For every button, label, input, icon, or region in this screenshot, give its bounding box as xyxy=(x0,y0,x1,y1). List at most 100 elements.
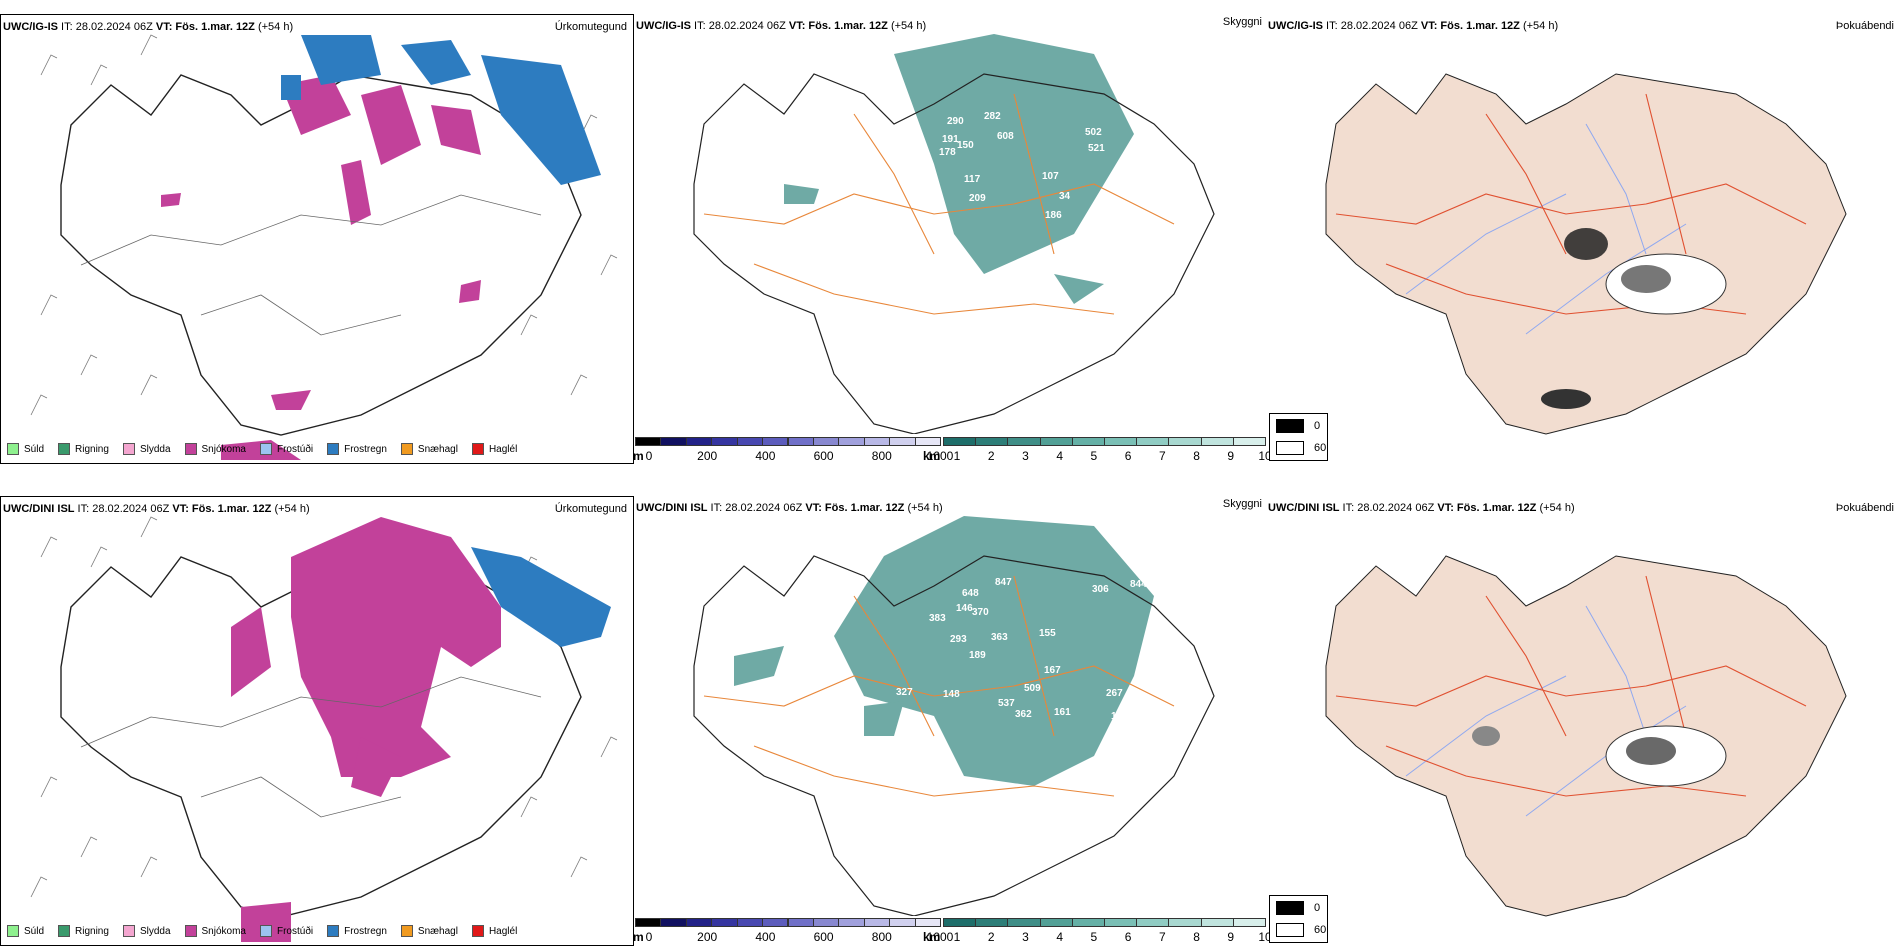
visibility-label: 150 xyxy=(957,140,974,151)
colorbar-tick-label: 200 xyxy=(697,930,718,944)
precip-legend: Súld Rigning Slydda Snjókoma Frostúði Fr… xyxy=(7,441,517,457)
visibility-label: 34 xyxy=(1059,191,1071,202)
fog-panel-top: UWC/IG-IS IT: 28.02.2024 06Z VT: Fös. 1.… xyxy=(1266,14,1900,464)
colorbar-tick-label: 7 xyxy=(1158,449,1166,463)
legend-swatch xyxy=(327,443,340,455)
visibility-label: 292 xyxy=(938,378,955,389)
colorbar-tick-label: 8 xyxy=(1193,449,1200,463)
colorbar-segment xyxy=(660,918,687,927)
colorbar-segment xyxy=(736,437,764,446)
freezing-rain-areas xyxy=(281,35,601,185)
panel-header: UWC/IG-IS IT: 28.02.2024 06Z VT: Fös. 1.… xyxy=(1268,20,1894,32)
visibility-label: 282 xyxy=(984,111,1001,122)
visibility-label: 186 xyxy=(1045,210,1062,221)
visibility-label: 367 xyxy=(1016,262,1033,273)
colorbar-tick-label: 5 xyxy=(1090,930,1098,944)
panel-header: UWC/DINI ISL IT: 28.02.2024 06Z VT: Fös.… xyxy=(1268,502,1894,514)
visibility-label: 117 xyxy=(964,174,981,185)
colorbar-tick-label: 2 xyxy=(987,930,995,944)
field-name: Þokuábendi xyxy=(1835,20,1894,32)
visibility-label: 293 xyxy=(950,634,967,645)
visibility-label: 229 xyxy=(1179,612,1196,623)
legend-item: Snæhagl xyxy=(400,925,458,937)
fog-legend-swatch xyxy=(1276,419,1304,433)
colorbar-segment xyxy=(685,437,713,446)
colorbar-tick-label: 1 xyxy=(953,930,961,944)
legend-swatch xyxy=(471,443,484,455)
colorbar-segment xyxy=(711,437,738,446)
colorbar-segment xyxy=(1232,437,1266,446)
colorbar-segment xyxy=(1136,437,1170,446)
colorbar-segment xyxy=(812,437,840,446)
legend-item: Haglél xyxy=(471,443,517,455)
ceiling-colorbar-bottom: m 0 200 400 600 800 1000 xyxy=(633,918,953,944)
visibility-map xyxy=(693,516,1215,916)
legend-swatch xyxy=(184,925,197,937)
visibility-label: 161 xyxy=(1054,707,1071,718)
visibility-colorbar-bottom: km 1 2 3 4 5 6 7 8 9 10 xyxy=(923,918,1272,944)
fog-areas xyxy=(1472,725,1727,787)
visibility-label: 107 xyxy=(1042,171,1059,182)
colorbar-tick-label: 800 xyxy=(871,930,892,944)
colorbar-segment xyxy=(838,437,865,446)
iceland-outline xyxy=(60,556,582,918)
colorbar-tick-label: 200 xyxy=(697,449,718,463)
visibility-colorbar-top: km 1 2 3 4 5 6 7 8 9 10 xyxy=(923,437,1272,463)
visibility-label: 847 xyxy=(995,577,1012,588)
legend-swatch xyxy=(58,925,71,937)
fog-legend-swatch xyxy=(1276,901,1304,915)
visibility-map xyxy=(693,34,1215,434)
colorbar-tick-label: 6 xyxy=(1124,930,1132,944)
visibility-label: 167 xyxy=(1044,665,1061,676)
fog-legend-top: 0 60 xyxy=(1269,413,1328,461)
colorbar-segment xyxy=(685,918,713,927)
colorbar-segment xyxy=(1007,437,1041,446)
colorbar-tick-label: 400 xyxy=(755,449,776,463)
colorbar-segment xyxy=(838,918,865,927)
ceiling-colorbar-top: m 0 200 400 600 800 1000 xyxy=(633,437,953,463)
colorbar-segment xyxy=(736,918,764,927)
colorbar-segment xyxy=(1168,918,1202,927)
legend-item: Slydda xyxy=(122,443,171,455)
colorbar-tick-label: 3 xyxy=(1022,449,1029,463)
colorbar-segment xyxy=(1200,437,1234,446)
precip-map xyxy=(30,34,618,460)
wind-barbs xyxy=(30,34,618,416)
roads xyxy=(1335,93,1807,315)
colorbar-segment xyxy=(1232,918,1266,927)
colorbar-segment xyxy=(787,437,814,446)
iceland-land xyxy=(1325,555,1847,917)
colorbar-tick-label: 3 xyxy=(1022,930,1029,944)
visibility-label: 281 xyxy=(912,376,929,387)
fog-legend-row: 0 xyxy=(1276,419,1320,433)
colorbar-segment xyxy=(1200,918,1234,927)
colorbar-tick-label: 7 xyxy=(1158,930,1166,944)
colorbar-tick-label: 600 xyxy=(813,930,834,944)
panel-header: UWC/IG-IS IT: 28.02.2024 06Z VT: Fös. 1.… xyxy=(636,16,1262,32)
legend-swatch xyxy=(184,443,197,455)
visibility-label: 370 xyxy=(972,607,989,618)
legend-swatch xyxy=(259,443,272,455)
fog-panel-bottom: UWC/DINI ISL IT: 28.02.2024 06Z VT: Fös.… xyxy=(1266,496,1900,946)
legend-item: Súld xyxy=(7,925,44,937)
legend-item: Slydda xyxy=(122,925,171,937)
colorbar-tick-label: 8 xyxy=(1193,930,1200,944)
precip-map xyxy=(30,516,618,942)
visibility-label: 362 xyxy=(1015,709,1032,720)
legend-swatch xyxy=(122,925,135,937)
legend-swatch xyxy=(327,925,340,937)
colorbar-segment xyxy=(1104,437,1138,446)
colorbar-tick-label: 4 xyxy=(1056,930,1063,944)
iceland-outline xyxy=(60,74,582,436)
visibility-label: 306 xyxy=(1092,584,1109,595)
legend-item: Súld xyxy=(7,443,44,455)
legend-swatch xyxy=(259,925,272,937)
iceland-outline xyxy=(693,555,1215,916)
colorbar-tick-label: 1 xyxy=(953,449,961,463)
roads xyxy=(1335,575,1807,797)
visibility-label: 148 xyxy=(943,689,960,700)
colorbar-segment xyxy=(711,918,738,927)
colorbar-segment xyxy=(943,437,977,446)
visibility-label: 509 xyxy=(1024,683,1041,694)
visibility-label: 290 xyxy=(947,116,964,127)
